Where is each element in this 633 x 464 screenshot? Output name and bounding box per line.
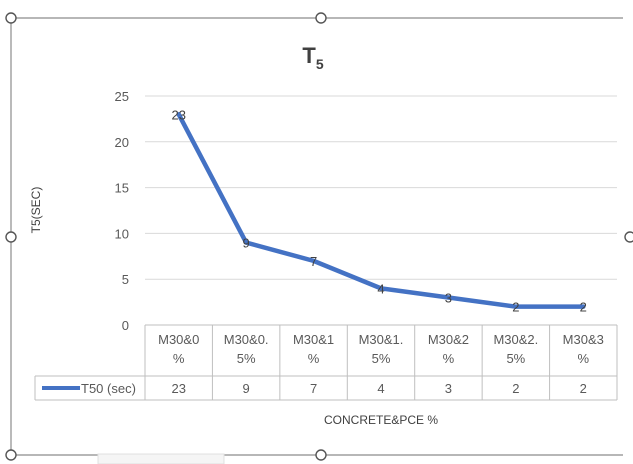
chart-title: T5	[302, 43, 323, 72]
y-tick-label: 10	[115, 226, 129, 241]
gridlines	[145, 95, 617, 280]
table-value-cell: 3	[445, 381, 452, 396]
y-tick-labels: 0 5 10 15 20 25	[115, 89, 129, 333]
table-value-cell: 7	[310, 381, 317, 396]
data-label: 2	[512, 300, 519, 315]
table-value-cell: 4	[377, 381, 384, 396]
x-tick-label: 5%	[372, 351, 391, 366]
resize-handle-top-left[interactable]	[5, 12, 17, 24]
resize-handle-middle-right[interactable]	[624, 231, 633, 243]
data-label: 9	[243, 236, 250, 251]
x-tick-label: M30&2.	[493, 332, 538, 347]
x-tick-label: 5%	[237, 351, 256, 366]
bottom-tab	[97, 453, 225, 464]
x-tick-label: 5%	[506, 351, 525, 366]
resize-handle-bottom-left[interactable]	[5, 449, 17, 461]
x-tick-label: %	[578, 351, 590, 366]
table-value-cell: 2	[512, 381, 519, 396]
x-tick-label: M30&2	[428, 332, 469, 347]
data-point[interactable]	[244, 240, 249, 245]
data-point[interactable]	[379, 286, 383, 291]
x-tick-label: M30&1.	[359, 332, 404, 347]
series-layer	[176, 112, 586, 309]
chart-title-subscript: 5	[316, 56, 324, 72]
x-tick-label: %	[308, 351, 320, 366]
table-value-cell: 2	[580, 381, 587, 396]
data-label: 3	[445, 291, 452, 306]
table-value-cell: 9	[243, 381, 250, 396]
chart-frame[interactable]	[5, 12, 633, 464]
x-tick-label: M30&1	[293, 332, 334, 347]
x-tick-label: %	[443, 351, 455, 366]
x-tick-label: %	[173, 351, 185, 366]
y-tick-label: 25	[115, 89, 129, 104]
table-value-cell: 23	[171, 381, 185, 396]
resize-handle-middle-left[interactable]	[5, 231, 17, 243]
x-tick-label: M30&0	[158, 332, 199, 347]
resize-handle-bottom-middle[interactable]	[315, 449, 327, 461]
data-label: 4	[377, 281, 384, 296]
y-tick-label: 20	[115, 135, 129, 150]
data-point[interactable]	[176, 112, 181, 117]
chart-title-main: T	[302, 43, 316, 68]
x-axis-label: CONCRETE&PCE %	[324, 413, 438, 427]
resize-handle-top-middle[interactable]	[315, 12, 327, 24]
y-tick-label: 0	[122, 318, 129, 333]
x-tick-label: M30&0.	[224, 332, 269, 347]
data-labels: 23 9 7 4 3 2 2	[171, 107, 586, 314]
data-table: M30&0% M30&0. 5% M30&1% M30&1. 5% M30&2% M30&2.…	[34, 324, 618, 401]
data-point[interactable]	[446, 295, 451, 300]
data-label: 7	[310, 254, 317, 269]
data-label: 23	[171, 107, 185, 122]
legend-label: T50 (sec)	[81, 381, 136, 396]
y-axis-label: T5(SEC)	[29, 187, 43, 234]
data-point[interactable]	[311, 258, 316, 263]
data-label: 2	[580, 300, 587, 315]
series-line[interactable]	[176, 112, 586, 309]
y-tick-label: 5	[122, 272, 129, 287]
x-tick-label: M30&3	[563, 332, 604, 347]
data-point[interactable]	[581, 304, 586, 309]
data-point[interactable]	[513, 304, 518, 309]
y-tick-label: 15	[115, 181, 129, 196]
